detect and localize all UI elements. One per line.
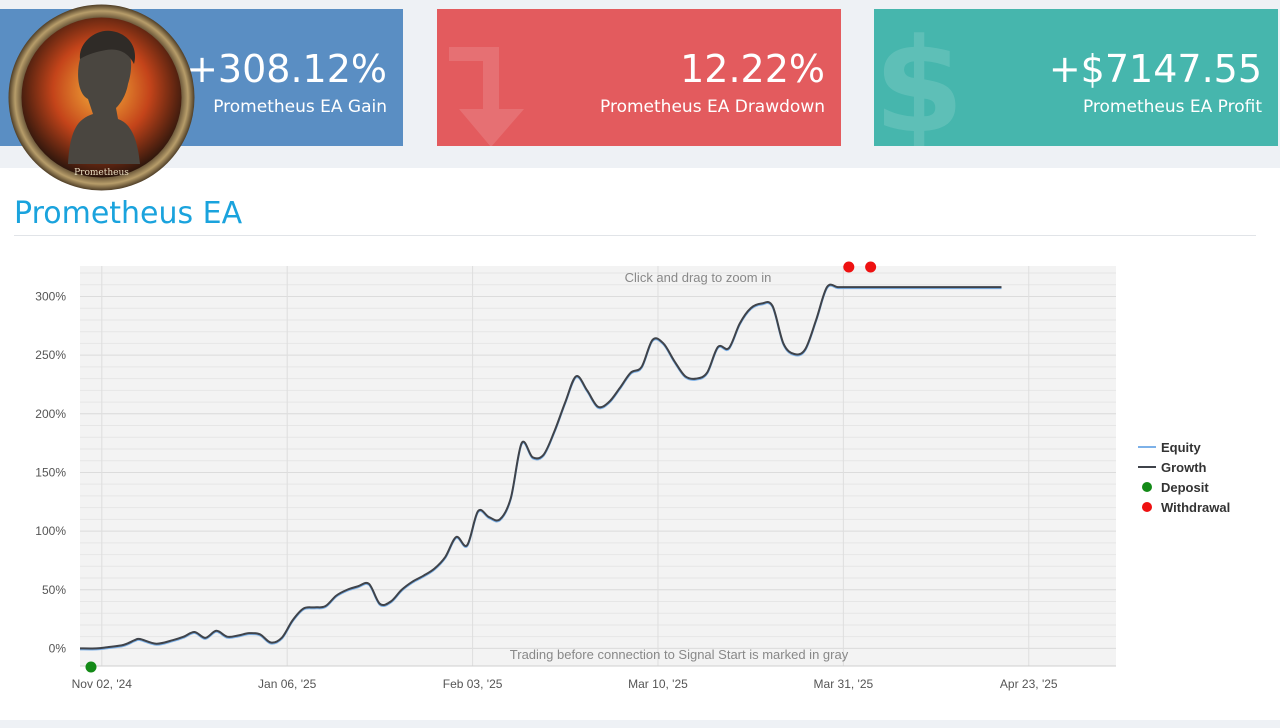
gain-label: Prometheus EA Gain xyxy=(213,97,387,117)
x-tick-label: Jan 06, '25 xyxy=(258,677,317,691)
growth-line xyxy=(79,283,1002,650)
legend-equity-label: Equity xyxy=(1161,440,1201,455)
gain-value: +308.12% xyxy=(186,47,387,91)
bottom-band xyxy=(0,720,1280,728)
plot-area xyxy=(80,266,1116,666)
page-title: Prometheus EA xyxy=(14,196,243,231)
x-tick-label: Mar 31, '25 xyxy=(814,677,874,691)
legend-withdrawal-swatch xyxy=(1142,502,1152,512)
y-tick-label: 150% xyxy=(35,465,66,479)
y-tick-label: 200% xyxy=(35,407,66,421)
arrow-down-icon xyxy=(449,47,524,146)
profit-value: +$7147.55 xyxy=(1048,47,1262,91)
dollar-icon: $ xyxy=(874,19,964,146)
legend-withdrawal-label: Withdrawal xyxy=(1161,500,1230,515)
deposit-marker xyxy=(85,661,97,673)
title-divider xyxy=(14,235,1256,236)
x-tick-label: Feb 03, '25 xyxy=(443,677,503,691)
svg-text:$: $ xyxy=(874,19,964,146)
avatar: Prometheus xyxy=(8,4,195,191)
x-tick-label: Apr 23, '25 xyxy=(1000,677,1058,691)
withdrawal-marker xyxy=(865,261,877,273)
drawdown-card: 12.22% Prometheus EA Drawdown xyxy=(437,9,841,146)
avatar-caption: Prometheus xyxy=(74,168,129,178)
y-tick-label: 300% xyxy=(35,289,66,303)
legend-deposit-swatch xyxy=(1142,482,1152,492)
drawdown-value: 12.22% xyxy=(680,47,825,91)
chart-zoom-note: Click and drag to zoom in xyxy=(625,270,772,285)
y-tick-label: 0% xyxy=(49,641,67,655)
chart-gray-note: Trading before connection to Signal Star… xyxy=(510,647,849,662)
legend-growth-label: Growth xyxy=(1161,460,1207,475)
y-tick-label: 100% xyxy=(35,524,66,538)
withdrawal-marker xyxy=(843,261,855,273)
profit-card: $ +$7147.55 Prometheus EA Profit xyxy=(874,9,1278,146)
y-tick-label: 50% xyxy=(42,583,66,597)
x-tick-label: Mar 10, '25 xyxy=(628,677,688,691)
profit-label: Prometheus EA Profit xyxy=(1082,97,1262,117)
y-tick-label: 250% xyxy=(35,348,66,362)
drawdown-label: Prometheus EA Drawdown xyxy=(600,97,825,117)
legend-deposit-label: Deposit xyxy=(1161,480,1209,495)
x-tick-label: Nov 02, '24 xyxy=(72,677,133,691)
